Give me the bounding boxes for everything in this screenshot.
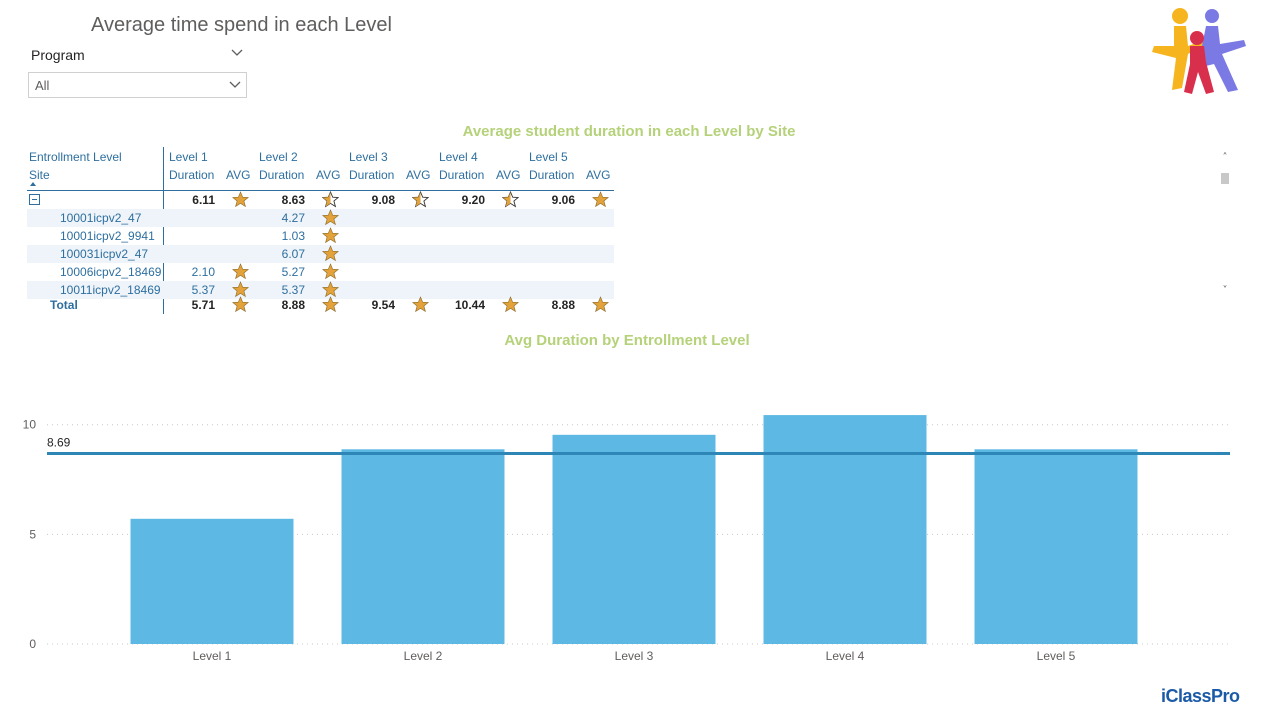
group-row[interactable]: 6.11 8.63 9.08 9.20 9.06 [27,191,614,209]
row-header-divider [163,147,164,314]
star-icon [322,245,339,262]
star-icon [502,191,519,208]
matrix-title: Average student duration in each Level b… [462,123,796,140]
site-duration-matrix: Entrollment Level Level 1 Level 2 Level … [27,147,617,315]
star-icon [232,191,249,208]
collapse-icon[interactable] [29,194,40,205]
header-level-4[interactable]: Level 4 [439,150,478,164]
page-title: Average time spend in each Level [91,14,392,36]
duration-cell: 6.07 [281,247,305,261]
bar[interactable] [341,449,505,644]
star-icon [592,296,609,313]
duration-cell: 10.44 [454,298,485,312]
header-divider [27,190,614,191]
header-level-2[interactable]: Level 2 [259,150,298,164]
header-avg-2[interactable]: AVG [316,168,341,182]
header-duration-3[interactable]: Duration [349,168,395,182]
duration-cell: 5.37 [281,283,305,297]
duration-cell: 8.88 [281,298,305,312]
header-level-1[interactable]: Level 1 [169,150,208,164]
chevron-down-icon[interactable] [230,46,244,60]
duration-cell: 5.71 [191,298,215,312]
star-icon [232,281,249,298]
duration-cell: 6.11 [192,193,215,207]
duration-cell: 9.20 [461,193,485,207]
header-level-3[interactable]: Level 3 [349,150,388,164]
header-entrollment-level[interactable]: Entrollment Level [29,150,122,164]
star-icon [322,227,339,244]
row-label: 10006icpv2_18469 [60,265,162,279]
matrix-scrollbar[interactable]: ˄ ˅ [1219,149,1231,301]
header-level-5[interactable]: Level 5 [529,150,568,164]
sort-ascending-icon [30,182,36,186]
duration-cell: 9.08 [371,193,395,207]
bar[interactable] [552,434,716,644]
header-avg-3[interactable]: AVG [406,168,431,182]
chart-title: Avg Duration by Entrollment Level [504,332,750,349]
chevron-down-icon [229,81,241,88]
header-duration-4[interactable]: Duration [439,168,485,182]
row-label: 100031icpv2_47 [60,247,149,261]
star-icon [412,296,429,313]
y-tick-label: 5 [29,527,36,541]
x-tick-label: Level 3 [615,649,654,663]
x-tick-label: Level 5 [1037,649,1076,663]
header-site[interactable]: Site [29,168,50,182]
duration-cell: 8.88 [551,298,575,312]
y-tick-label: 0 [29,637,36,651]
header-duration-2[interactable]: Duration [259,168,305,182]
table-row[interactable]: 10011icpv2_18469 5.37 5.37 [27,281,614,299]
duration-cell: 9.06 [551,193,575,207]
table-row[interactable]: 10001icpv2_9941 1.03 [27,227,614,245]
duration-cell: 1.03 [281,229,305,243]
duration-cell: 4.27 [281,211,305,225]
star-icon [412,191,429,208]
star-icon [322,281,339,298]
x-tick-label: Level 4 [826,649,865,663]
row-label: 10001icpv2_9941 [60,229,155,243]
header-avg-1[interactable]: AVG [226,168,251,182]
program-dropdown-value: All [35,78,50,93]
star-icon [232,296,249,313]
scroll-thumb[interactable] [1221,173,1229,184]
table-row[interactable]: 10001icpv2_47 4.27 [27,209,614,227]
duration-cell: 5.27 [281,265,305,279]
header-duration-1[interactable]: Duration [169,168,215,182]
header-avg-5[interactable]: AVG [586,168,611,182]
people-logo [1152,8,1246,94]
duration-cell: 5.37 [191,283,215,297]
row-label: Total [50,298,78,312]
bar[interactable] [130,518,294,644]
scroll-up-icon[interactable]: ˄ [1222,152,1228,163]
row-label: 10011icpv2_18469 [60,283,161,297]
star-icon [322,263,339,280]
star-icon [322,209,339,226]
average-line-label: 8.69 [47,435,71,449]
star-icon [502,296,519,313]
x-tick-label: Level 2 [404,649,443,663]
avg-duration-bar-chart: 0 5 10 Level 1 Level 2 Level 3 Level 4 Level 5 8… [23,415,1232,663]
star-icon [592,191,609,208]
program-dropdown[interactable]: All [28,72,247,98]
table-row[interactable]: 10006icpv2_18469 2.10 5.27 [27,263,614,281]
duration-cell: 2.10 [191,265,215,279]
scroll-down-icon[interactable]: ˅ [1222,285,1228,296]
total-row[interactable]: Total 5.71 8.88 9.54 10.44 8.88 [27,296,614,314]
star-icon [322,296,339,313]
table-row[interactable]: 100031icpv2_47 6.07 [27,245,614,263]
header-duration-5[interactable]: Duration [529,168,575,182]
duration-cell: 9.54 [371,298,395,312]
x-tick-label: Level 1 [193,649,232,663]
bar[interactable] [763,415,927,644]
y-tick-label: 10 [23,418,37,432]
star-icon [322,191,339,208]
duration-cell: 8.63 [281,193,305,207]
header-avg-4[interactable]: AVG [496,168,521,182]
row-label: 10001icpv2_47 [60,211,142,225]
program-slicer-label: Program [31,47,85,63]
brand-logo: iClassPro [1161,686,1240,706]
star-icon [232,263,249,280]
bar[interactable] [974,449,1138,644]
